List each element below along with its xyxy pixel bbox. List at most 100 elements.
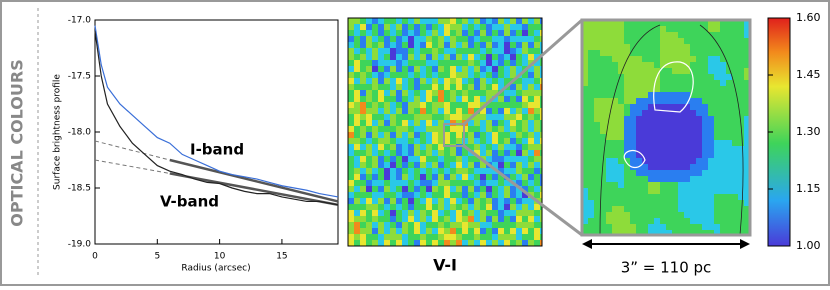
map-pixel xyxy=(456,78,462,84)
map-pixel xyxy=(690,194,696,200)
map-pixel xyxy=(492,162,498,168)
map-pixel xyxy=(672,110,678,116)
map-pixel xyxy=(678,194,684,200)
map-pixel xyxy=(438,18,444,24)
map-pixel xyxy=(720,62,726,68)
map-pixel xyxy=(384,60,390,66)
map-pixel xyxy=(684,26,690,32)
map-pixel xyxy=(738,188,744,194)
map-pixel xyxy=(390,144,396,150)
map-pixel xyxy=(438,240,444,246)
map-pixel xyxy=(666,224,672,230)
map-pixel xyxy=(684,50,690,56)
map-pixel xyxy=(726,92,732,98)
map-pixel xyxy=(504,186,510,192)
map-pixel xyxy=(402,198,408,204)
map-pixel xyxy=(414,162,420,168)
map-pixel xyxy=(654,134,660,140)
map-pixel xyxy=(510,90,516,96)
map-pixel xyxy=(612,74,618,80)
map-pixel xyxy=(432,78,438,84)
map-pixel xyxy=(744,206,750,212)
map-pixel xyxy=(420,132,426,138)
map-pixel xyxy=(624,32,630,38)
map-pixel xyxy=(642,62,648,68)
map-pixel xyxy=(360,150,366,156)
map-pixel xyxy=(516,126,522,132)
map-pixel xyxy=(408,18,414,24)
map-pixel xyxy=(504,240,510,246)
map-pixel xyxy=(630,128,636,134)
map-pixel xyxy=(540,30,542,36)
map-pixel xyxy=(618,26,624,32)
map-pixel xyxy=(624,188,630,194)
map-pixel xyxy=(414,114,420,120)
map-pixel xyxy=(378,132,384,138)
map-pixel xyxy=(678,56,684,62)
map-pixel xyxy=(540,84,542,90)
map-pixel xyxy=(360,246,366,252)
map-pixel xyxy=(450,192,456,198)
map-pixel xyxy=(630,152,636,158)
map-pixel xyxy=(660,176,666,182)
map-pixel xyxy=(714,122,720,128)
map-pixel xyxy=(444,66,450,72)
map-pixel xyxy=(624,104,630,110)
map-pixel xyxy=(390,246,396,252)
map-pixel xyxy=(594,92,600,98)
map-pixel xyxy=(696,182,702,188)
map-pixel xyxy=(384,72,390,78)
map-pixel xyxy=(606,146,612,152)
map-pixel xyxy=(390,90,396,96)
map-pixel xyxy=(516,18,522,24)
map-pixel xyxy=(678,92,684,98)
colorbar-tick-label: 1.45 xyxy=(796,68,821,81)
map-pixel xyxy=(486,114,492,120)
map-pixel xyxy=(708,182,714,188)
map-pixel xyxy=(492,246,498,252)
map-pixel xyxy=(708,62,714,68)
map-pixel xyxy=(534,36,540,42)
map-pixel xyxy=(594,152,600,158)
map-pixel xyxy=(408,30,414,36)
map-pixel xyxy=(744,80,750,86)
map-pixel xyxy=(492,234,498,240)
map-pixel xyxy=(708,224,714,230)
map-pixel xyxy=(738,134,744,140)
map-pixel xyxy=(498,180,504,186)
map-pixel xyxy=(738,98,744,104)
map-pixel xyxy=(618,230,624,235)
map-pixel xyxy=(642,116,648,122)
map-pixel xyxy=(396,90,402,96)
map-pixel xyxy=(450,84,456,90)
map-pixel xyxy=(684,98,690,104)
map-pixel xyxy=(510,162,516,168)
map-pixel xyxy=(618,188,624,194)
map-pixel xyxy=(732,224,738,230)
map-pixel xyxy=(678,182,684,188)
map-pixel xyxy=(432,210,438,216)
map-pixel xyxy=(726,206,732,212)
map-pixel xyxy=(636,200,642,206)
map-pixel xyxy=(666,38,672,44)
map-pixel xyxy=(738,104,744,110)
map-pixel xyxy=(744,116,750,122)
map-pixel xyxy=(582,116,588,122)
map-pixel xyxy=(684,116,690,122)
map-pixel xyxy=(414,234,420,240)
map-pixel xyxy=(378,84,384,90)
map-pixel xyxy=(660,218,666,224)
map-pixel xyxy=(684,80,690,86)
map-pixel xyxy=(450,60,456,66)
map-pixel xyxy=(492,222,498,228)
map-pixel xyxy=(474,120,480,126)
map-pixel xyxy=(462,30,468,36)
map-pixel xyxy=(444,222,450,228)
map-pixel xyxy=(486,222,492,228)
map-pixel xyxy=(582,152,588,158)
map-pixel xyxy=(390,36,396,42)
map-pixel xyxy=(366,102,372,108)
map-pixel xyxy=(660,116,666,122)
map-pixel xyxy=(486,120,492,126)
map-pixel xyxy=(492,48,498,54)
